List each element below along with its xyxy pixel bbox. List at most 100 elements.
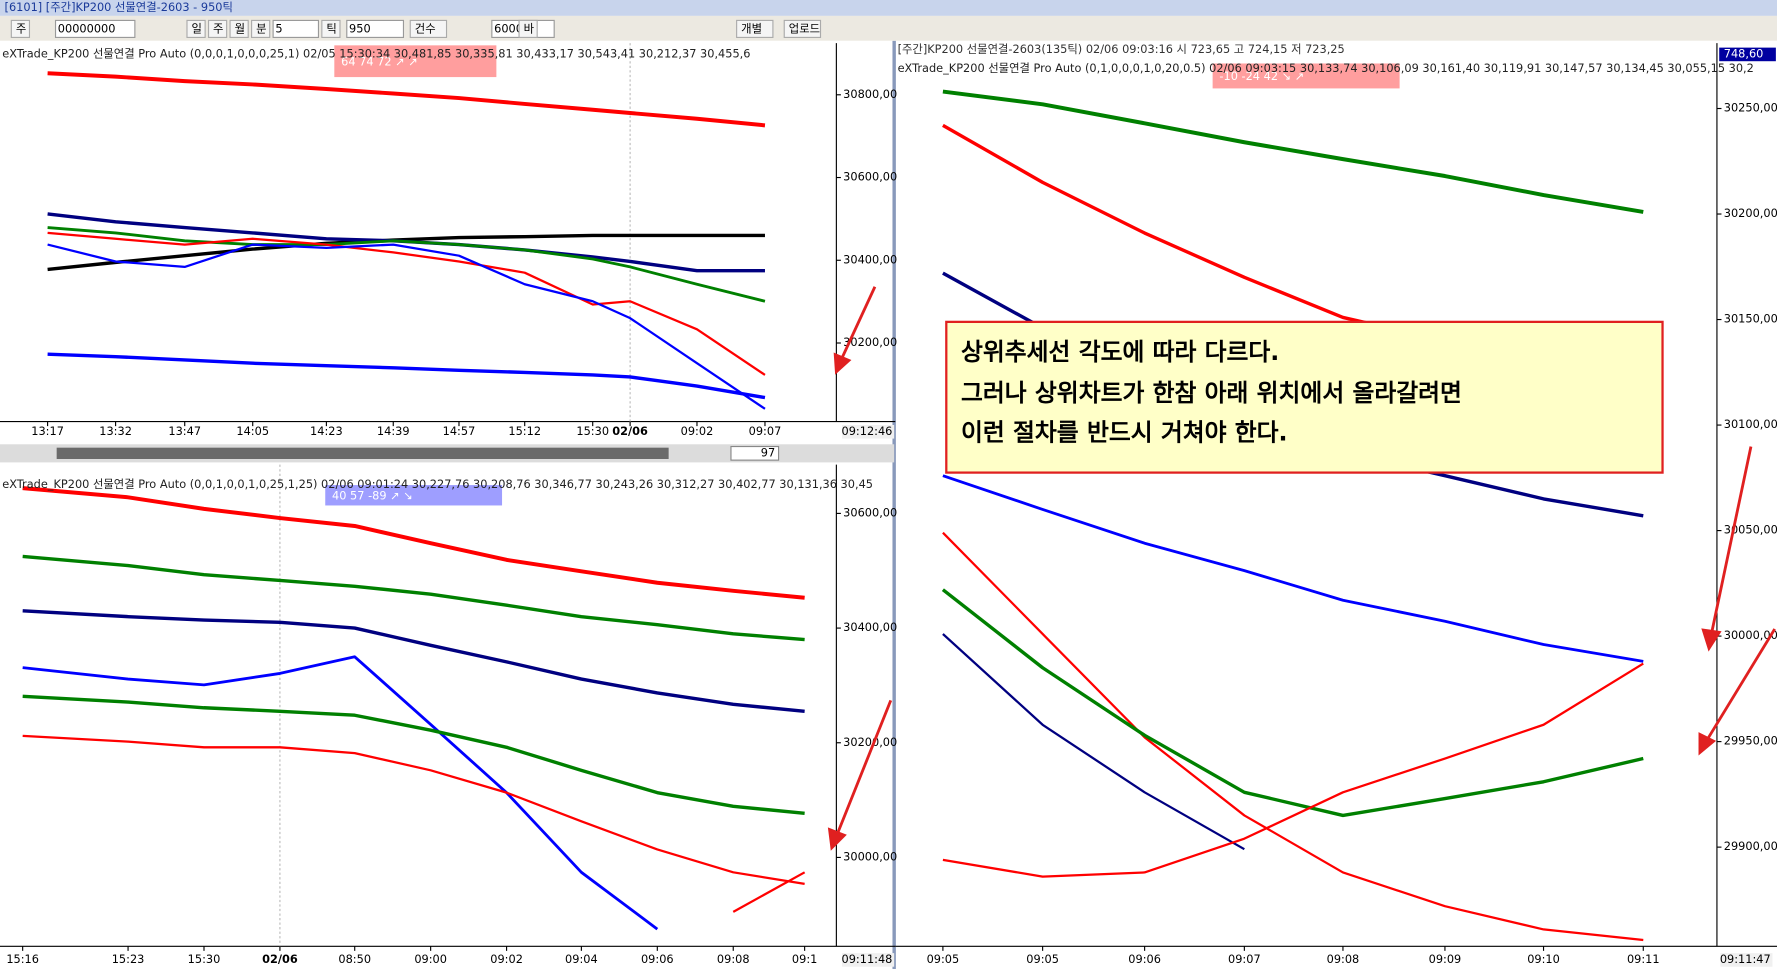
toolbar-label: 분 bbox=[256, 21, 266, 35]
x-tick-label: 09:02 bbox=[490, 952, 523, 966]
x-tick-label: 09:1 bbox=[792, 952, 817, 966]
x-tick-label: 09:08 bbox=[1327, 952, 1360, 966]
panel-header-top: [주간]KP200 선물연결-2603(135틱) 02/06 09:03:16… bbox=[898, 42, 1345, 56]
toolbar-label: 일 bbox=[192, 21, 202, 35]
toolbar-button[interactable] bbox=[10, 19, 31, 38]
price-line bbox=[942, 531, 1644, 942]
current-time: 09:12:46 bbox=[842, 424, 893, 438]
y-tick-label: 30050,00 bbox=[1724, 523, 1777, 537]
toolbar-button[interactable] bbox=[321, 19, 341, 38]
price-line bbox=[942, 662, 1644, 878]
price-line bbox=[22, 655, 659, 931]
price-line bbox=[942, 474, 1644, 663]
x-tick-label: 15:23 bbox=[112, 952, 145, 966]
price-line bbox=[47, 243, 766, 410]
x-tick-label: 09:08 bbox=[717, 952, 750, 966]
panel-header: eXTrade_KP200 선물연결 Pro Auto (0,0,0,1,0,0… bbox=[2, 46, 750, 60]
x-tick-label: 15:30 bbox=[188, 952, 221, 966]
price-label: 748,60 bbox=[1724, 46, 1764, 60]
arrows bbox=[827, 286, 1776, 851]
x-tick-label: 09:07 bbox=[1228, 952, 1261, 966]
y-tick-label: 29900,00 bbox=[1724, 839, 1777, 853]
y-tick-label: 30000,00 bbox=[843, 849, 897, 863]
price-line bbox=[942, 633, 1245, 851]
x-tick-label: 09:06 bbox=[641, 952, 674, 966]
price-line bbox=[732, 871, 806, 913]
annotation-line: 이런 절차를 반드시 거쳐야 한다. bbox=[961, 419, 1288, 447]
signal-badge bbox=[334, 45, 497, 78]
y-tick-label: 30200,00 bbox=[1724, 206, 1777, 220]
x-tick-label: 02/06 bbox=[612, 424, 648, 438]
toolbar-label: 5 bbox=[275, 21, 282, 35]
toolbar-input[interactable] bbox=[272, 19, 320, 38]
x-tick-label: 09:07 bbox=[749, 424, 782, 438]
x-tick-label: 09:06 bbox=[1128, 952, 1161, 966]
x-tick-label: 09:04 bbox=[565, 952, 598, 966]
charts: 30800,00 30600,00 30400,00 30200,00 13:17 13:… bbox=[0, 42, 1777, 967]
signal-badge-text: 40 57 -89 ↗ ↘ bbox=[332, 488, 413, 502]
y-tick-label: 30400,00 bbox=[843, 620, 897, 634]
toolbar-button[interactable] bbox=[736, 19, 774, 38]
toolbar-button[interactable] bbox=[186, 19, 206, 38]
arrow-head bbox=[827, 827, 847, 851]
x-tick-label: 09:09 bbox=[1429, 952, 1462, 966]
window-title: [6101] [주간]KP200 선물연결-2603 - 950틱 bbox=[5, 0, 233, 14]
x-tick-label: 14:39 bbox=[377, 424, 410, 438]
arrow bbox=[1709, 446, 1753, 635]
y-tick-label: 30150,00 bbox=[1724, 312, 1777, 326]
signal-badge bbox=[1212, 63, 1400, 89]
x-tick-label: 13:17 bbox=[31, 424, 64, 438]
price-line bbox=[942, 89, 1644, 214]
current-time: 09:11:47 bbox=[1720, 952, 1771, 966]
price-box bbox=[1719, 47, 1776, 62]
scroll-value: 97 bbox=[761, 445, 775, 459]
y-tick-label: 29950,00 bbox=[1724, 734, 1777, 748]
annotation-line: 그러나 상위차트가 한참 아래 위치에서 올라갈려면 bbox=[961, 379, 1462, 407]
x-tick-label: 09:10 bbox=[1527, 952, 1560, 966]
y-tick-label: 30200,00 bbox=[843, 335, 897, 349]
panel-header: eXTrade_KP200 선물연결 Pro Auto (0,0,1,0,0,1… bbox=[2, 477, 873, 491]
arrow-head bbox=[1701, 628, 1722, 652]
arrow-head bbox=[1698, 732, 1717, 756]
toolbar-label: 월 bbox=[235, 21, 245, 35]
price-line bbox=[22, 609, 805, 713]
toolbar-button[interactable] bbox=[229, 19, 249, 38]
y-tick-label: 30800,00 bbox=[843, 87, 897, 101]
price-line bbox=[47, 226, 766, 303]
arrow bbox=[835, 699, 893, 837]
chart-panel: 30600,00 30400,00 30200,00 30000,00 15:16 15:… bbox=[0, 464, 897, 967]
price-line bbox=[47, 352, 766, 400]
toolbar-label: 틱 bbox=[326, 21, 336, 35]
signal-badge bbox=[325, 485, 503, 506]
toolbar-button[interactable] bbox=[409, 19, 448, 38]
toolbar-label: 950 bbox=[349, 21, 371, 35]
x-tick-label: 13:47 bbox=[168, 424, 201, 438]
toolbar-button[interactable] bbox=[783, 19, 822, 38]
toolbar-label: 바 bbox=[524, 21, 535, 35]
toolbar-input[interactable] bbox=[54, 19, 136, 38]
x-tick-label: 15:12 bbox=[508, 424, 541, 438]
toolbar-input[interactable] bbox=[346, 19, 405, 38]
y-tick-label: 30250,00 bbox=[1724, 101, 1777, 115]
toolbar-label: 6000 bbox=[494, 21, 523, 35]
arrow-head bbox=[833, 352, 852, 375]
y-tick-label: 30200,00 bbox=[843, 735, 897, 749]
toolbar-label: 건수 bbox=[415, 21, 436, 35]
price-line bbox=[22, 694, 805, 815]
toolbar-label: 00000000 bbox=[58, 21, 116, 35]
x-tick-label: 09:05 bbox=[927, 952, 960, 966]
current-time-box bbox=[842, 953, 895, 967]
x-tick-label: 15:30 bbox=[576, 424, 609, 438]
current-time-box bbox=[1720, 953, 1773, 967]
toolbar-button[interactable] bbox=[518, 19, 538, 38]
price-line bbox=[47, 231, 766, 376]
price-line bbox=[47, 71, 766, 128]
title-bar bbox=[0, 0, 1777, 16]
scroll-input[interactable] bbox=[730, 445, 780, 461]
toolbar-button[interactable] bbox=[251, 19, 271, 38]
x-tick-label: 08:50 bbox=[338, 952, 371, 966]
toolbar-label: 주 bbox=[16, 21, 26, 35]
toolbar-button[interactable] bbox=[207, 19, 228, 38]
x-tick-label: 09:00 bbox=[414, 952, 447, 966]
